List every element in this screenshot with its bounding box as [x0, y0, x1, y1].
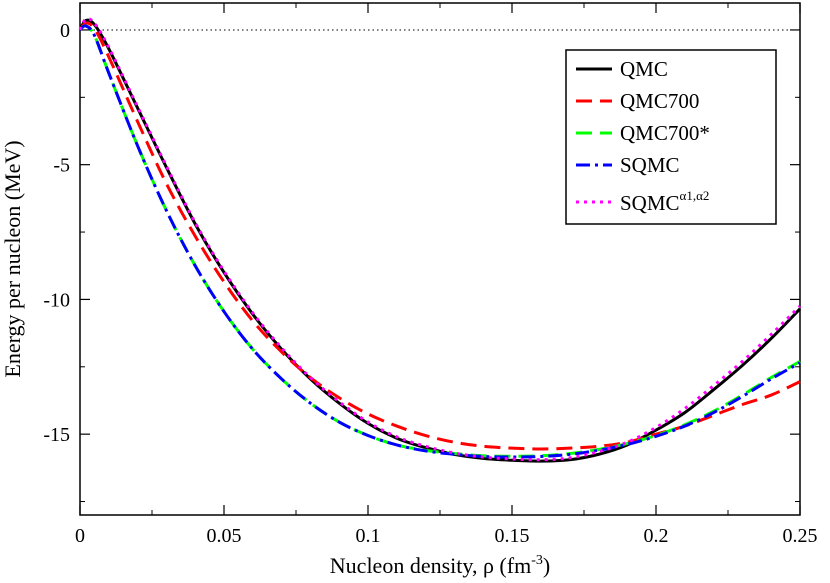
legend: QMC QMC700 QMC700* SQMC SQMCα1,α2: [565, 49, 777, 225]
sqmc-curve: [78, 24, 801, 459]
y-tick-label: -5: [53, 155, 70, 177]
x-tick-label: 0: [75, 525, 85, 547]
x-axis-title: Nucleon density, ρ (fm-3): [330, 553, 550, 578]
legend-label-sqmc: SQMC: [620, 153, 680, 177]
series-curves: [78, 17, 802, 463]
qmc700-curve: [78, 21, 801, 451]
x-tick-label: 0.15: [495, 525, 530, 547]
y-tick-label: -15: [43, 424, 70, 446]
qmc-curve: [78, 18, 802, 463]
x-tick-label: 0.05: [207, 525, 242, 547]
y-tick-label: -10: [43, 289, 70, 311]
x-tick-label: 0.2: [644, 525, 669, 547]
axis-ticks: 0 0.05 0.1 0.15 0.2 0.25 0 -5 -10 -15: [43, 3, 818, 547]
x-tick-label: 0.25: [783, 525, 818, 547]
legend-label-qmc700: QMC700: [620, 89, 699, 113]
x-tick-label: 0.1: [356, 525, 381, 547]
y-tick-label: 0: [60, 20, 70, 42]
legend-box: [565, 49, 777, 225]
legend-label-qmc700-star: QMC700*: [620, 121, 710, 145]
legend-label-sqmc-alpha: SQMCα1,α2: [620, 188, 709, 215]
y-axis-title: Energy per nucleon (MeV): [0, 140, 25, 377]
legend-label-qmc: QMC: [620, 57, 668, 81]
